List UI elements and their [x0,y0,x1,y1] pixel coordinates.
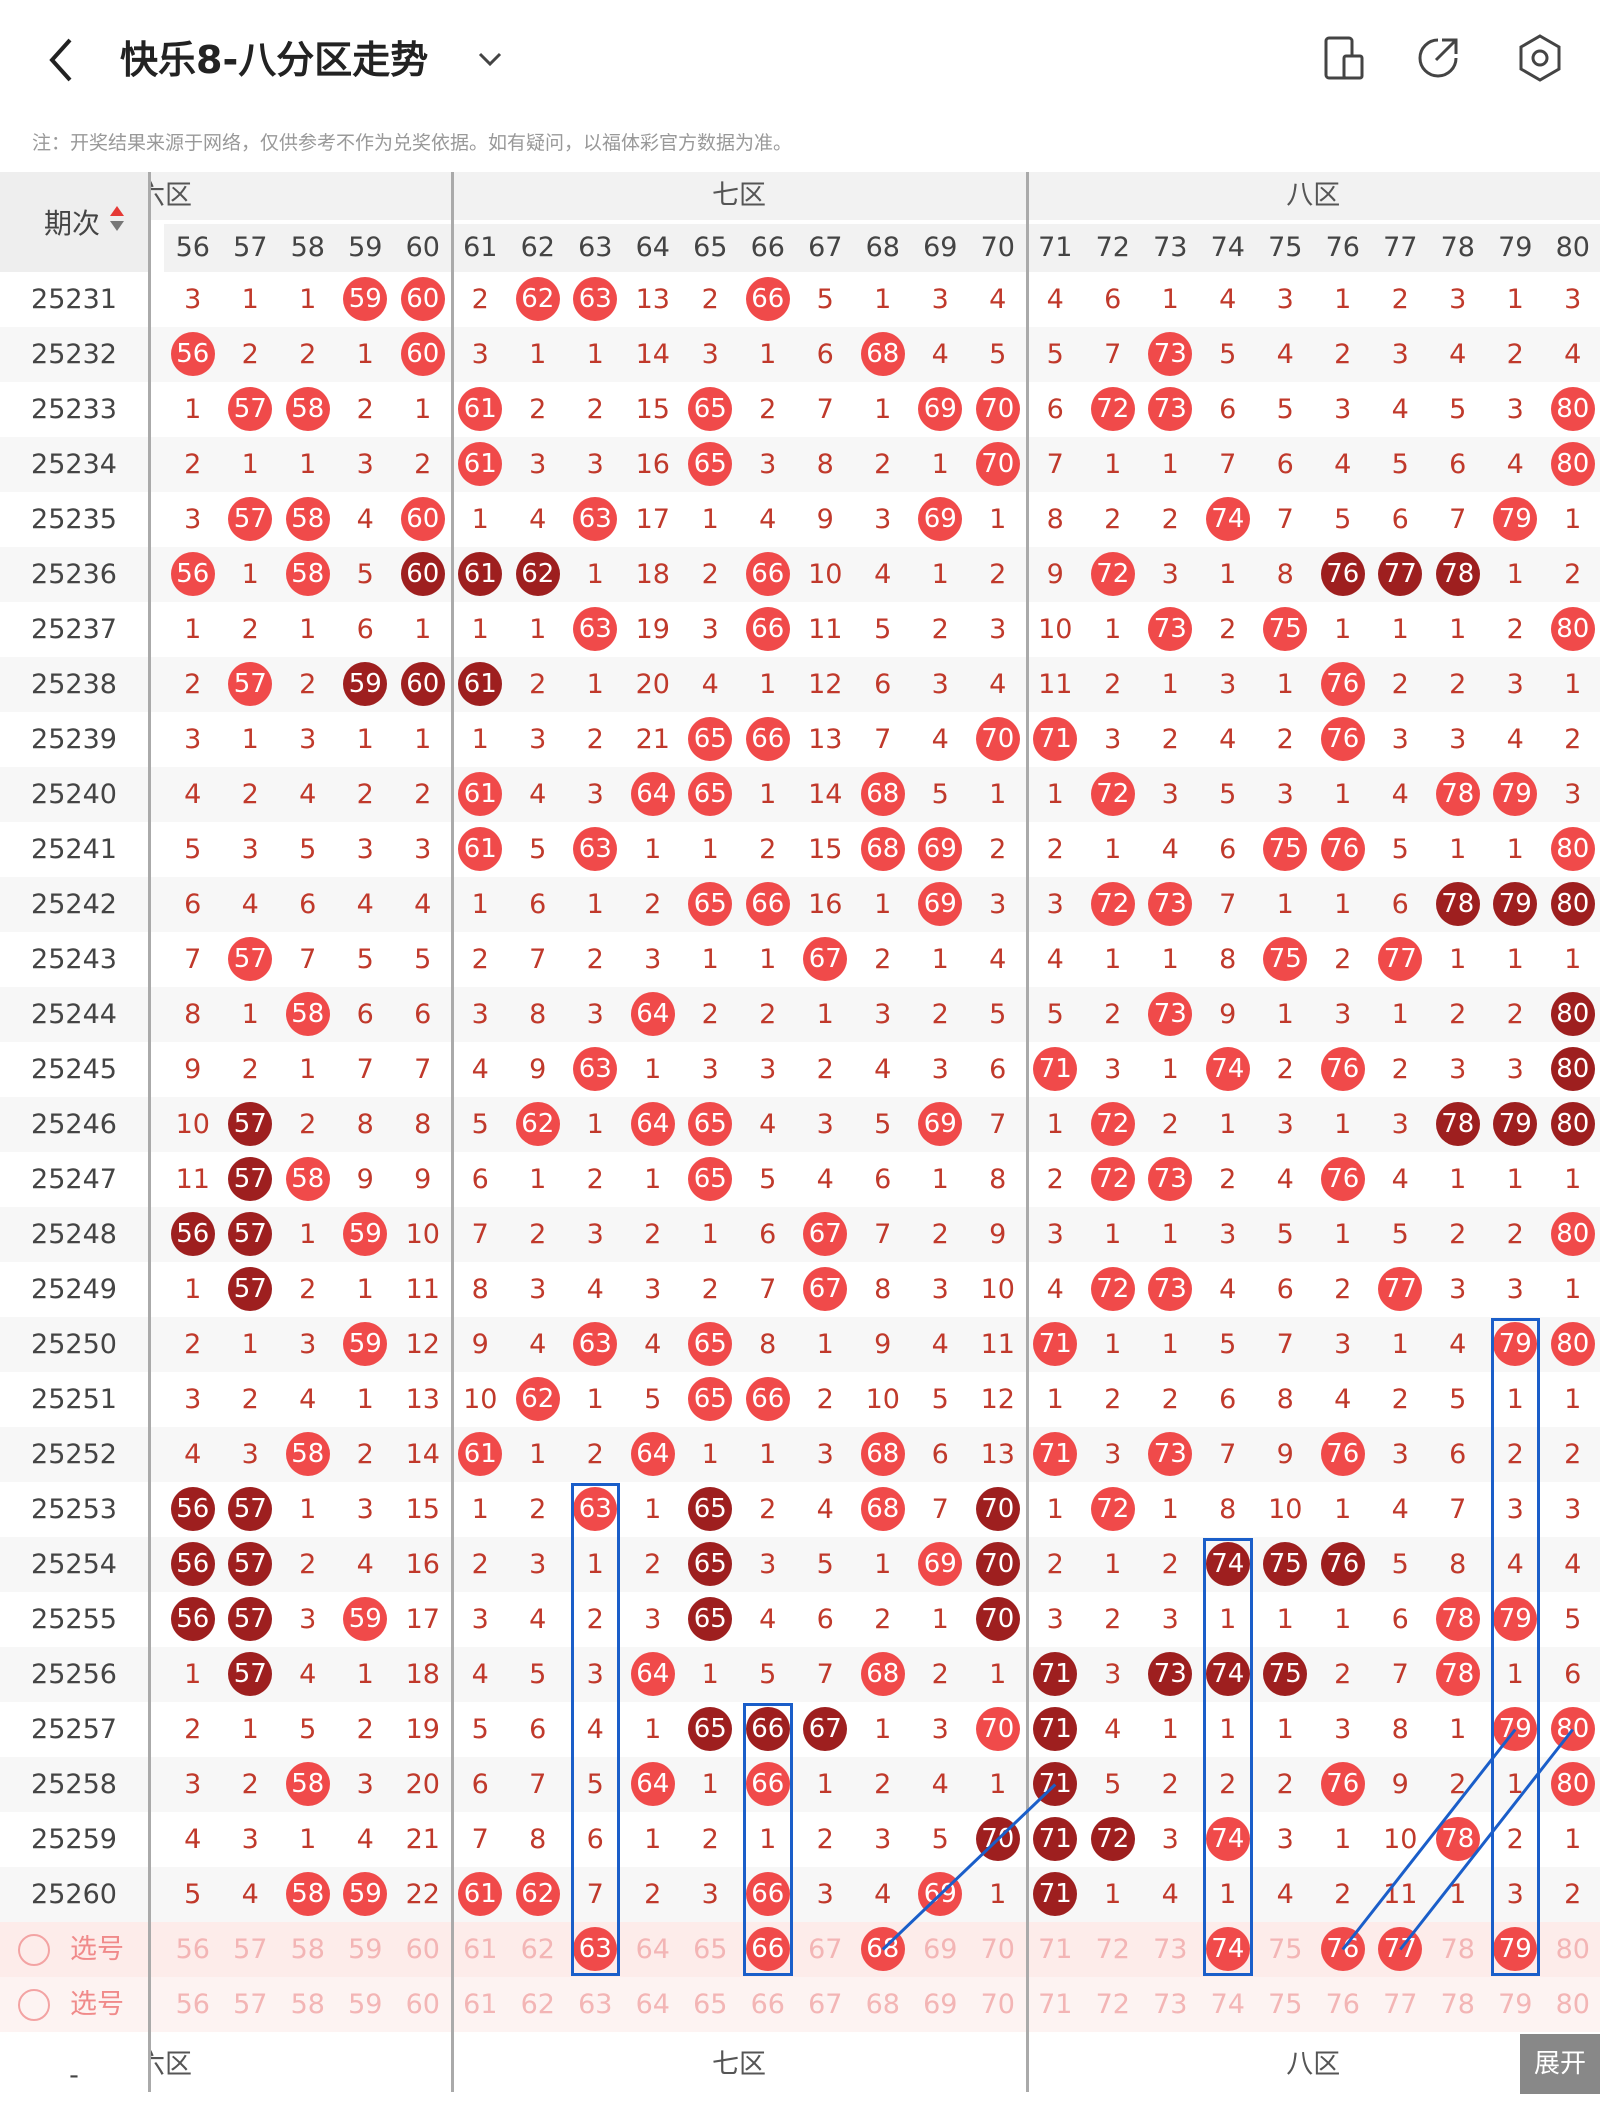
share-icon[interactable] [1412,32,1464,84]
chevron-down-icon[interactable] [470,40,510,80]
pattern-lines [0,172,1600,2094]
pattern-line [1343,1730,1516,1950]
pattern-line [1400,1730,1573,1950]
expand-button[interactable]: 展开 [1520,2034,1600,2094]
top-bar: 快乐8-八分区走势 [0,0,1600,118]
settings-icon[interactable] [1514,32,1566,84]
disclaimer-note: 注：开奖结果来源于网络，仅供参考不作为兑奖依据。如有疑问，以福体彩官方数据为准。 [32,128,792,155]
pattern-line [883,1785,1056,1950]
back-arrow-icon[interactable] [38,30,88,90]
page-title: 快乐8-八分区走势 [120,30,428,90]
device-icon[interactable] [1318,32,1370,84]
